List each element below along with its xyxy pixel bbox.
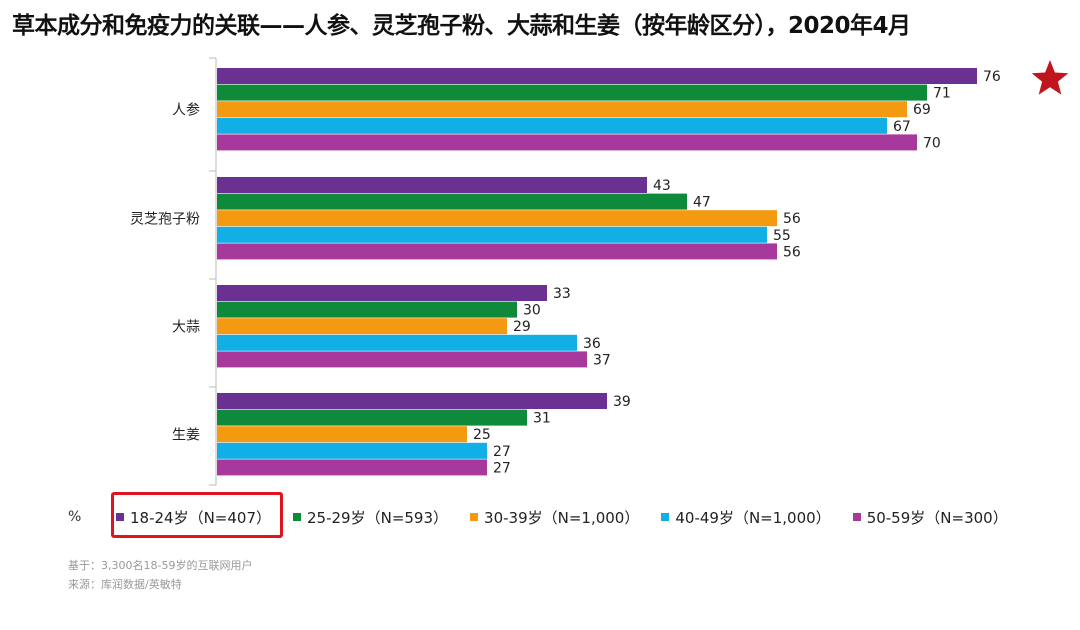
- legend-label: 50-59岁（N=300）: [866, 508, 1008, 527]
- bar: [217, 351, 587, 368]
- bar: [217, 226, 767, 243]
- bar: [217, 334, 577, 351]
- bar: [217, 318, 507, 335]
- data-label: 56: [783, 244, 801, 260]
- star-icon: [1031, 60, 1069, 95]
- footnote-base: 基于：3,300名18-59岁的互联网用户: [68, 559, 253, 572]
- legend-label: 25-29岁（N=593）: [307, 508, 449, 527]
- data-label: 76: [983, 69, 1001, 85]
- category-ticks: [209, 57, 216, 486]
- category-label: 灵芝孢子粉: [130, 212, 200, 228]
- data-label: 31: [533, 411, 551, 427]
- legend-swatch: [470, 513, 479, 521]
- data-label: 30: [523, 303, 541, 319]
- legend-item-50-59: 50-59岁（N=300）: [852, 507, 1008, 528]
- legend-item-40-49: 40-49岁（N=1,000）: [661, 507, 831, 528]
- data-label: 56: [783, 211, 801, 227]
- bar: [217, 409, 527, 426]
- bar: [217, 210, 777, 227]
- bar: [217, 285, 547, 301]
- legend-label: 18-24岁（N=407）: [130, 508, 272, 527]
- bar: [217, 426, 467, 443]
- bar: [217, 134, 917, 151]
- bar: [217, 243, 777, 260]
- bar: [217, 101, 907, 118]
- data-label: 70: [923, 135, 941, 151]
- footnote-source: 来源：库润数据/英敏特: [68, 578, 182, 591]
- legend-label: 30-39岁（N=1,000）: [484, 508, 640, 527]
- unit-label: %: [68, 509, 82, 525]
- legend-label: 40-49岁（N=1,000）: [675, 508, 831, 527]
- legend-swatch: [293, 513, 302, 521]
- bar: [217, 301, 517, 318]
- legend-swatch: [852, 513, 861, 521]
- data-label: 55: [773, 228, 791, 244]
- bar: [217, 442, 487, 459]
- bar: [217, 68, 977, 84]
- data-label: 25: [473, 427, 491, 443]
- category-label: 大蒜: [172, 320, 200, 336]
- bar: [217, 177, 647, 193]
- legend-item-18-24: 18-24岁（N=407）: [116, 507, 271, 528]
- bar: [217, 117, 887, 134]
- category-label: 生姜: [172, 428, 200, 444]
- highlight-box: [111, 492, 283, 538]
- data-label: 27: [493, 444, 511, 460]
- data-label: 69: [913, 102, 931, 118]
- data-label: 27: [493, 460, 511, 476]
- bars: [217, 68, 977, 476]
- data-label: 47: [693, 195, 711, 211]
- legend: % 18-24岁（N=407） 25-29岁（N=593） 30-39岁（N=1…: [68, 504, 1030, 530]
- data-label: 36: [583, 336, 601, 352]
- data-label: 37: [593, 352, 611, 368]
- bar: [217, 393, 607, 409]
- legend-item-25-29: 25-29岁（N=593）: [293, 507, 448, 528]
- data-label: 67: [893, 119, 911, 135]
- legend-swatch: [116, 513, 124, 521]
- legend-swatch: [661, 513, 670, 521]
- data-label: 39: [613, 394, 631, 410]
- category-label: 人参: [172, 102, 200, 119]
- data-label: 29: [513, 319, 531, 335]
- data-label: 43: [653, 178, 671, 194]
- bar: [217, 84, 927, 101]
- data-label: 33: [553, 286, 571, 302]
- chart-title: 草本成分和免疫力的关联——人参、灵芝孢子粉、大蒜和生姜（按年龄区分），2020年…: [12, 13, 911, 39]
- data-label: 71: [933, 86, 951, 102]
- legend-item-30-39: 30-39岁（N=1,000）: [470, 507, 639, 528]
- bar: [217, 459, 487, 476]
- bar: [217, 193, 687, 210]
